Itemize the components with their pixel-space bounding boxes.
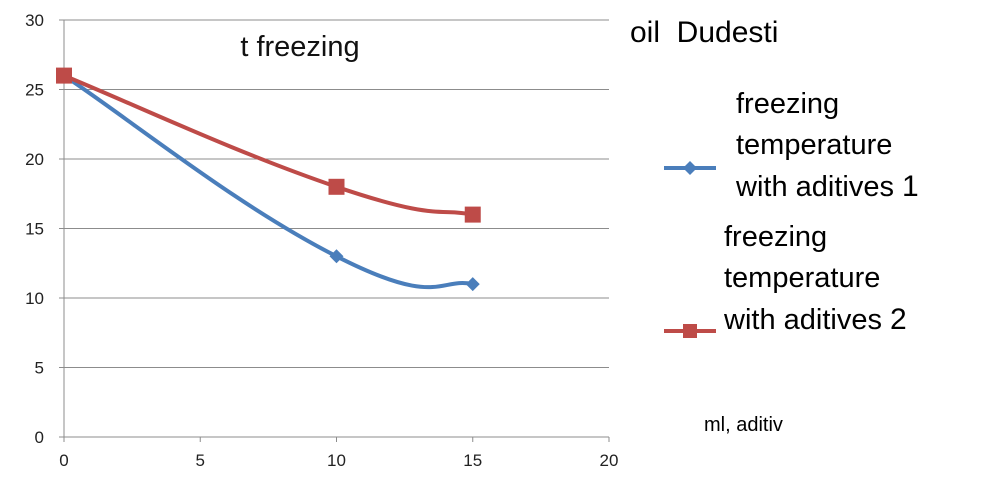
legend-marker-shape-2 bbox=[683, 324, 697, 338]
x-tick-label-15: 15 bbox=[463, 451, 482, 470]
series-2-point-2 bbox=[329, 179, 345, 195]
y-tick-label-25: 25 bbox=[25, 81, 44, 100]
x-axis-label: ml, aditiv bbox=[704, 414, 783, 437]
series-1-point-2 bbox=[330, 249, 344, 263]
series-1-point-3 bbox=[466, 277, 480, 291]
legend-marker-series-2 bbox=[664, 321, 716, 341]
y-tick-label-30: 30 bbox=[25, 11, 44, 30]
legend-line-3: with aditives 1 bbox=[736, 166, 919, 208]
chart-title: oil Dudesti bbox=[630, 16, 778, 50]
series-1-line bbox=[64, 76, 473, 288]
legend-line-1: freezing bbox=[736, 84, 919, 125]
y-tick-label-0: 0 bbox=[35, 428, 44, 447]
series-2-point-1 bbox=[56, 68, 72, 84]
series-lines bbox=[64, 76, 473, 288]
legend-marker-series-1 bbox=[664, 158, 716, 178]
y-tick-label-5: 5 bbox=[35, 359, 44, 378]
legend-line-3-text: with aditives bbox=[724, 304, 882, 336]
plot-label: t freezing bbox=[240, 31, 359, 63]
x-tick-label-5: 5 bbox=[196, 451, 205, 470]
y-tick-label-10: 10 bbox=[25, 289, 44, 308]
legend-label-series-2: freezing temperature with aditives 2 bbox=[724, 217, 907, 341]
legend-marker-shape-1 bbox=[683, 161, 697, 175]
x-tick-label-20: 20 bbox=[600, 451, 619, 470]
y-tick-label-15: 15 bbox=[25, 220, 44, 239]
y-tick-label-20: 20 bbox=[25, 150, 44, 169]
x-tick-labels: 0 5 10 15 20 bbox=[59, 451, 618, 470]
legend-suffix-series-1: 1 bbox=[902, 170, 919, 203]
x-tick-label-10: 10 bbox=[327, 451, 346, 470]
legend-label-series-1: freezing temperature with aditives 1 bbox=[736, 84, 919, 208]
y-tick-labels: 0 5 10 15 20 25 30 bbox=[25, 11, 44, 447]
legend-line-3-text: with aditives bbox=[736, 171, 894, 203]
legend-suffix-series-2: 2 bbox=[890, 303, 907, 336]
axes bbox=[59, 20, 609, 442]
series-2-point-3 bbox=[465, 207, 481, 223]
legend-line-1: freezing bbox=[724, 217, 907, 258]
x-tick-label-0: 0 bbox=[59, 451, 68, 470]
series-2-line bbox=[64, 76, 473, 215]
legend-line-3: with aditives 2 bbox=[724, 299, 907, 341]
legend-line-2: temperature bbox=[724, 258, 907, 299]
legend-line-2: temperature bbox=[736, 125, 919, 166]
